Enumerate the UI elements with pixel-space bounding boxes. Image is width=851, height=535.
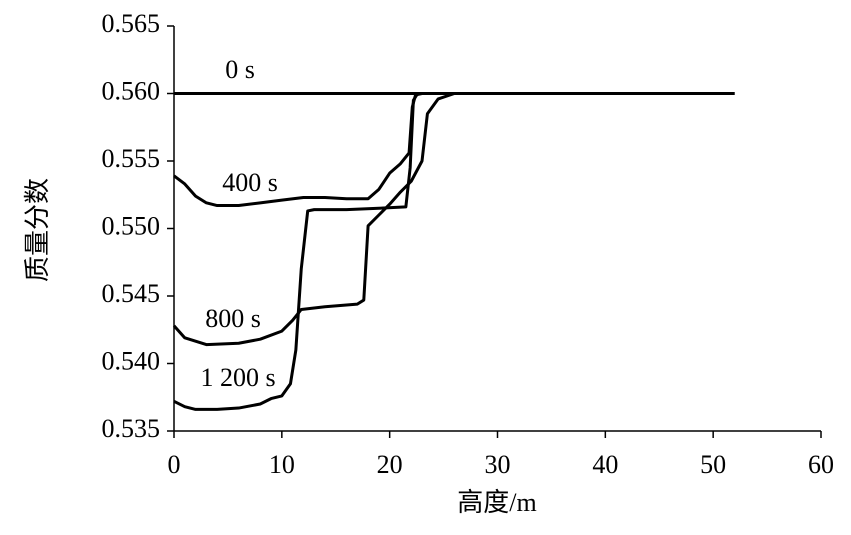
series-label: 800 s [205, 304, 261, 333]
x-tick-label: 50 [700, 450, 726, 479]
y-tick-label: 0.550 [102, 211, 161, 240]
series-label: 400 s [222, 168, 278, 197]
x-tick-label: 20 [377, 450, 403, 479]
x-axis-label: 高度/m [457, 488, 536, 517]
x-tick-label: 40 [592, 450, 618, 479]
x-tick-label: 30 [485, 450, 511, 479]
y-axis-label: 质量分数 [23, 178, 52, 282]
series-label: 1 200 s [200, 363, 275, 392]
y-tick-label: 0.560 [102, 76, 161, 105]
y-tick-label: 0.555 [102, 144, 161, 173]
y-tick-label: 0.535 [102, 414, 161, 443]
y-tick-label: 0.545 [102, 279, 161, 308]
line [172, 92, 455, 347]
x-tick-label: 10 [269, 450, 295, 479]
series-label: 0 s [225, 55, 255, 84]
x-tick-label: 60 [808, 450, 834, 479]
x-tick-label: 0 [168, 450, 181, 479]
y-tick-label: 0.565 [102, 9, 161, 38]
line [173, 92, 444, 411]
y-tick-label: 0.540 [102, 346, 161, 375]
